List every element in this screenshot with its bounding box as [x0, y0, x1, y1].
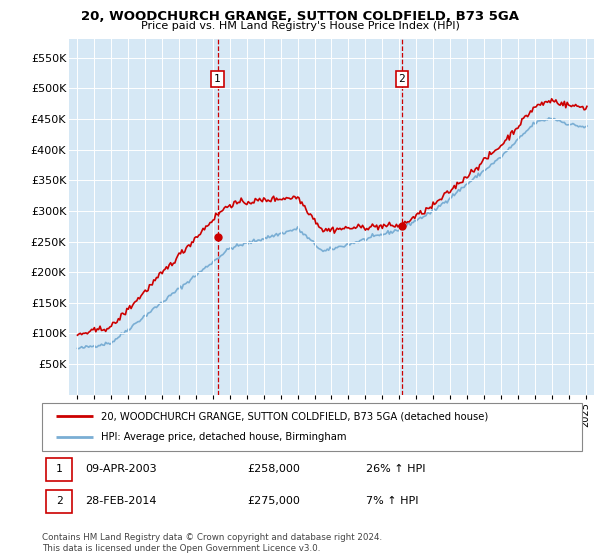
Text: Price paid vs. HM Land Registry's House Price Index (HPI): Price paid vs. HM Land Registry's House …: [140, 21, 460, 31]
Text: 2: 2: [398, 74, 406, 84]
Text: 28-FEB-2014: 28-FEB-2014: [85, 497, 157, 506]
Text: 09-APR-2003: 09-APR-2003: [85, 464, 157, 474]
FancyBboxPatch shape: [42, 403, 582, 451]
Text: 20, WOODCHURCH GRANGE, SUTTON COLDFIELD, B73 5GA (detached house): 20, WOODCHURCH GRANGE, SUTTON COLDFIELD,…: [101, 411, 488, 421]
FancyBboxPatch shape: [46, 490, 72, 513]
Text: HPI: Average price, detached house, Birmingham: HPI: Average price, detached house, Birm…: [101, 432, 347, 442]
Text: £275,000: £275,000: [247, 497, 300, 506]
Text: 20, WOODCHURCH GRANGE, SUTTON COLDFIELD, B73 5GA: 20, WOODCHURCH GRANGE, SUTTON COLDFIELD,…: [81, 10, 519, 23]
Text: Contains HM Land Registry data © Crown copyright and database right 2024.
This d: Contains HM Land Registry data © Crown c…: [42, 533, 382, 553]
Text: 1: 1: [214, 74, 221, 84]
Text: 1: 1: [56, 464, 62, 474]
Text: 7% ↑ HPI: 7% ↑ HPI: [366, 497, 419, 506]
Text: 26% ↑ HPI: 26% ↑ HPI: [366, 464, 425, 474]
FancyBboxPatch shape: [46, 458, 72, 480]
Text: 2: 2: [56, 497, 62, 506]
Text: £258,000: £258,000: [247, 464, 300, 474]
